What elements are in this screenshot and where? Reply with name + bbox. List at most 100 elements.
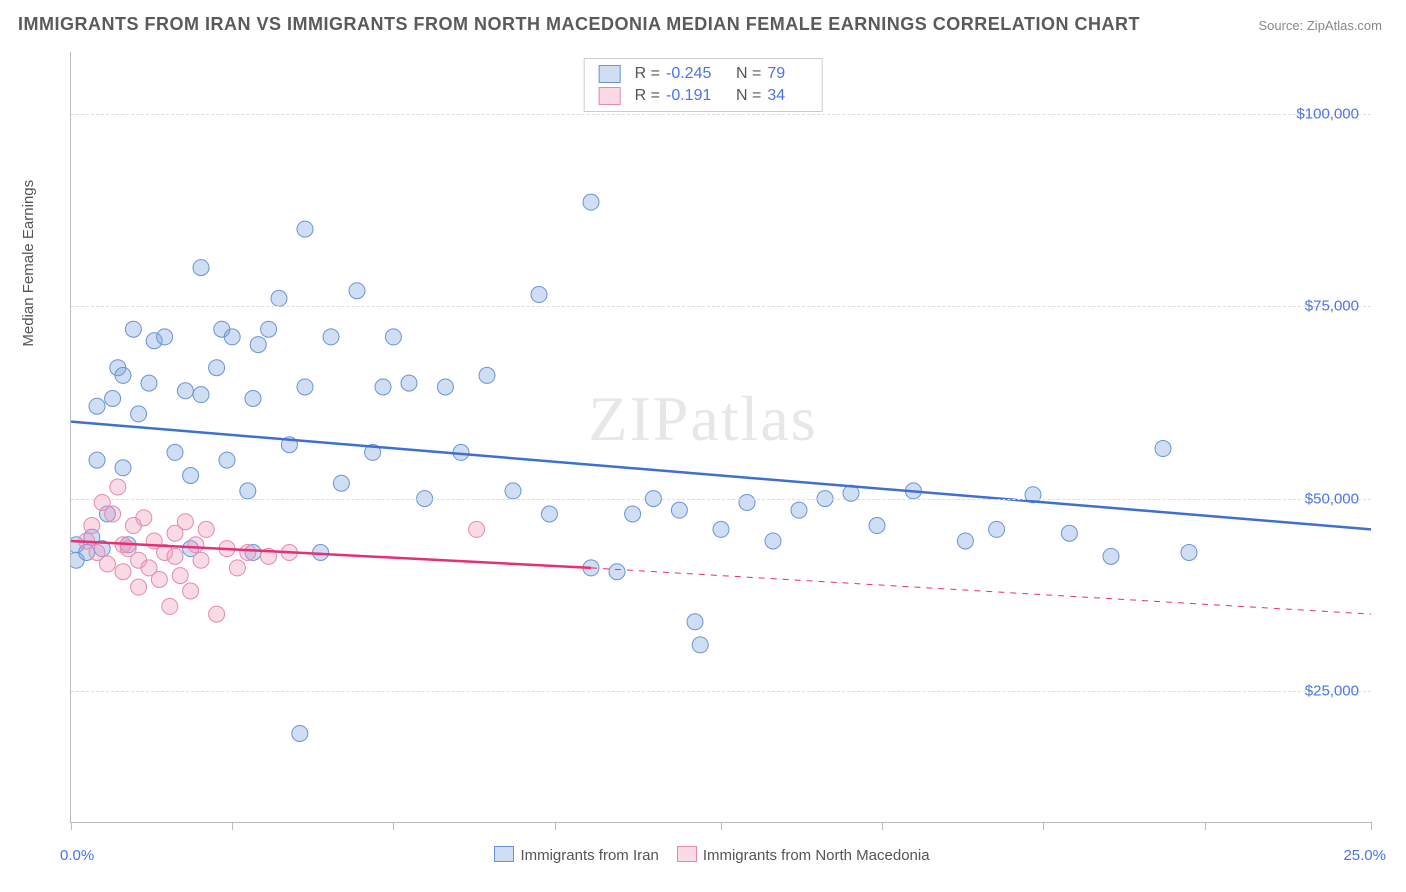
data-point bbox=[531, 287, 547, 303]
x-tick bbox=[1043, 822, 1044, 830]
data-point bbox=[105, 506, 121, 522]
trend-line bbox=[71, 422, 1371, 530]
data-point bbox=[110, 479, 126, 495]
data-point bbox=[692, 637, 708, 653]
legend-row: R =-0.245N =79 bbox=[585, 63, 822, 85]
data-point bbox=[989, 521, 1005, 537]
data-point bbox=[437, 379, 453, 395]
data-point bbox=[687, 614, 703, 630]
n-label: N = bbox=[736, 87, 761, 105]
data-point bbox=[671, 502, 687, 518]
r-label: R = bbox=[635, 87, 660, 105]
chart-title: IMMIGRANTS FROM IRAN VS IMMIGRANTS FROM … bbox=[18, 14, 1140, 35]
data-point bbox=[292, 725, 308, 741]
x-tick bbox=[1371, 822, 1372, 830]
data-point bbox=[89, 452, 105, 468]
y-tick-label: $50,000 bbox=[1305, 490, 1359, 507]
data-point bbox=[89, 398, 105, 414]
data-point bbox=[245, 391, 261, 407]
data-point bbox=[99, 556, 115, 572]
data-point bbox=[193, 260, 209, 276]
x-tick bbox=[555, 822, 556, 830]
data-point bbox=[209, 606, 225, 622]
gridline-h bbox=[71, 499, 1371, 500]
data-point bbox=[115, 460, 131, 476]
data-point bbox=[240, 545, 256, 561]
data-point bbox=[162, 598, 178, 614]
data-point bbox=[385, 329, 401, 345]
legend-swatch bbox=[599, 87, 621, 105]
data-point bbox=[177, 514, 193, 530]
x-tick bbox=[721, 822, 722, 830]
data-point bbox=[583, 194, 599, 210]
data-point bbox=[151, 571, 167, 587]
n-value: 34 bbox=[767, 87, 807, 105]
data-point bbox=[1103, 548, 1119, 564]
data-point bbox=[177, 383, 193, 399]
n-value: 79 bbox=[767, 65, 807, 83]
data-point bbox=[131, 579, 147, 595]
data-point bbox=[765, 533, 781, 549]
data-point bbox=[209, 360, 225, 376]
source-attribution: Source: ZipAtlas.com bbox=[1258, 18, 1382, 33]
data-point bbox=[193, 387, 209, 403]
data-point bbox=[131, 406, 147, 422]
plot-area: $25,000$50,000$75,000$100,000 bbox=[70, 52, 1371, 823]
data-point bbox=[183, 468, 199, 484]
y-tick-label: $100,000 bbox=[1296, 105, 1359, 122]
x-tick bbox=[71, 822, 72, 830]
data-point bbox=[713, 521, 729, 537]
gridline-h bbox=[71, 306, 1371, 307]
data-point bbox=[323, 329, 339, 345]
legend-label: Immigrants from North Macedonia bbox=[703, 847, 930, 864]
data-point bbox=[183, 583, 199, 599]
data-point bbox=[349, 283, 365, 299]
data-point bbox=[105, 391, 121, 407]
data-point bbox=[1181, 545, 1197, 561]
data-point bbox=[250, 337, 266, 353]
data-point bbox=[229, 560, 245, 576]
data-point bbox=[1061, 525, 1077, 541]
data-point bbox=[224, 329, 240, 345]
r-label: R = bbox=[635, 65, 660, 83]
source-prefix: Source: bbox=[1258, 18, 1306, 33]
data-point bbox=[198, 521, 214, 537]
x-tick bbox=[393, 822, 394, 830]
data-point bbox=[505, 483, 521, 499]
data-point bbox=[271, 290, 287, 306]
data-point bbox=[167, 548, 183, 564]
legend-swatch bbox=[599, 65, 621, 83]
data-point bbox=[193, 552, 209, 568]
data-point bbox=[141, 375, 157, 391]
data-point bbox=[401, 375, 417, 391]
x-tick bbox=[1205, 822, 1206, 830]
y-axis-title: Median Female Earnings bbox=[20, 180, 37, 347]
data-point bbox=[115, 367, 131, 383]
data-point bbox=[625, 506, 641, 522]
data-point bbox=[157, 329, 173, 345]
data-point bbox=[375, 379, 391, 395]
data-point bbox=[219, 452, 235, 468]
r-value: -0.191 bbox=[666, 87, 736, 105]
r-value: -0.245 bbox=[666, 65, 736, 83]
trend-line bbox=[591, 568, 1371, 614]
data-point bbox=[869, 518, 885, 534]
data-point bbox=[115, 564, 131, 580]
data-point bbox=[297, 221, 313, 237]
legend-swatch bbox=[677, 846, 697, 862]
data-point bbox=[188, 537, 204, 553]
data-point bbox=[167, 444, 183, 460]
source-link[interactable]: ZipAtlas.com bbox=[1307, 18, 1382, 33]
legend-row: R = -0.191N = 34 bbox=[585, 85, 822, 107]
x-tick bbox=[232, 822, 233, 830]
y-tick-label: $25,000 bbox=[1305, 683, 1359, 700]
data-point bbox=[1155, 441, 1171, 457]
data-point bbox=[609, 564, 625, 580]
gridline-h bbox=[71, 691, 1371, 692]
correlation-legend: R = -0.245N = 79 R = -0.191N = 34 bbox=[584, 58, 823, 112]
data-point bbox=[297, 379, 313, 395]
gridline-h bbox=[71, 114, 1371, 115]
data-point bbox=[125, 321, 141, 337]
data-point bbox=[172, 568, 188, 584]
data-point bbox=[240, 483, 256, 499]
